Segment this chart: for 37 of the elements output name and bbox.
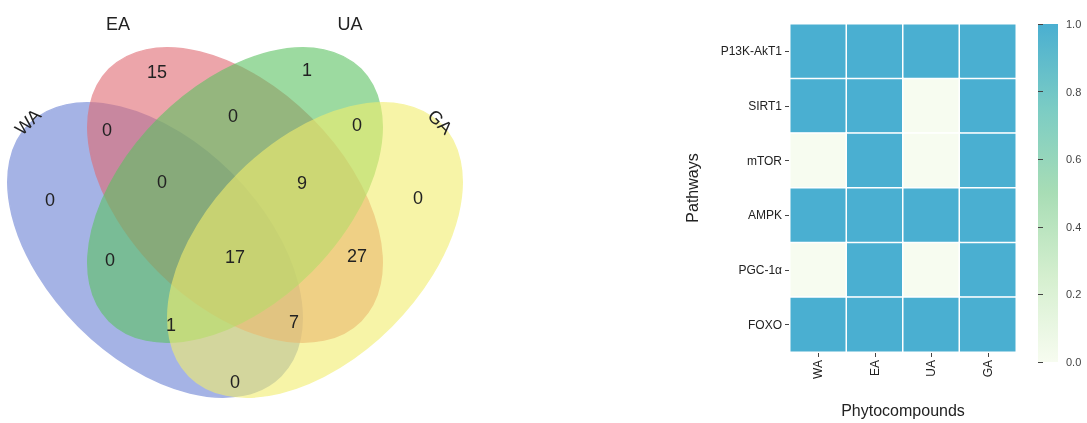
x-tick-label: GA [980, 360, 995, 378]
text: 27 [346, 246, 368, 266]
y-axis-title: Pathways [683, 153, 701, 223]
text: 0 [44, 190, 56, 210]
color-bar-label: 1.0 [1066, 18, 1082, 30]
category-label: GA [423, 105, 457, 139]
text: 15 [146, 62, 168, 82]
text: 17 [224, 247, 246, 267]
x-tick-label: WA [811, 360, 826, 379]
y-tick-label: AMPK [747, 208, 782, 223]
text: 1 [301, 60, 313, 80]
text: 0 [229, 372, 241, 392]
y-tick-label: mTOR [746, 153, 783, 168]
color-bar-label: 0.6 [1066, 153, 1082, 166]
text: 9 [296, 173, 308, 193]
y-tick-label: PGC-1α [738, 263, 783, 277]
y-tick-label: FOXO [747, 317, 782, 332]
text: 1 [165, 315, 177, 335]
y-tick-label: SIRT1 [748, 99, 783, 113]
y-tick-label: P13K-AkT1 [720, 44, 783, 59]
x-tick-label: UA [924, 360, 939, 377]
x-axis-title: Phytocompounds [841, 401, 965, 419]
category-label: WA [10, 104, 46, 140]
text: 0 [227, 106, 239, 126]
category-label: UA [337, 14, 363, 34]
text: 0 [156, 172, 168, 192]
text: 0 [104, 250, 116, 270]
category-label: EA [105, 14, 131, 34]
x-tick-label: EA [867, 360, 882, 377]
color-bar-label: 0.0 [1066, 356, 1082, 368]
text: 0 [351, 115, 363, 135]
color-bar-label: 0.4 [1066, 220, 1082, 233]
color-bar-label: 0.8 [1066, 85, 1082, 98]
text: 7 [288, 312, 300, 332]
text: 0 [101, 120, 113, 140]
text: 0 [412, 188, 424, 208]
color-bar-label: 0.2 [1066, 288, 1082, 301]
